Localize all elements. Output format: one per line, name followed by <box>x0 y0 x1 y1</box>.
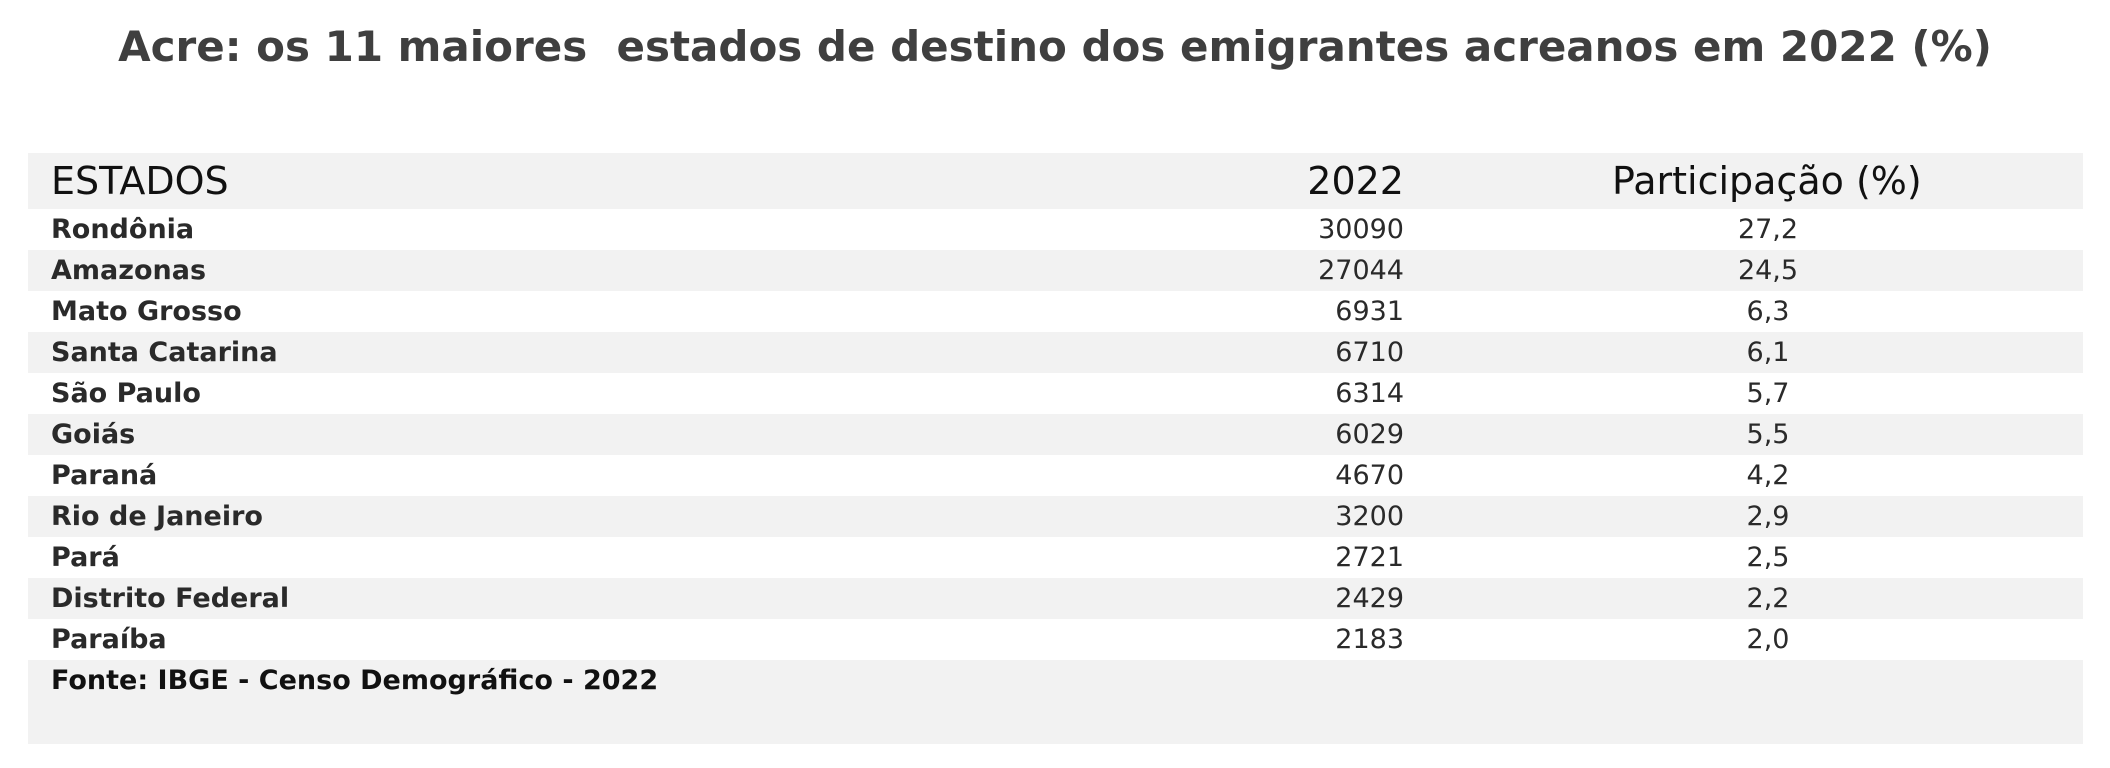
table-row: Goiás 6029 5,5 <box>28 414 2083 455</box>
cell-participacao: 2,9 <box>1746 501 1790 532</box>
cell-participacao: 2,2 <box>1746 583 1790 614</box>
cell-estado: Mato Grosso <box>51 296 242 327</box>
table-row: Rondônia 30090 27,2 <box>28 209 2083 250</box>
table-row: Rio de Janeiro 3200 2,9 <box>28 496 2083 537</box>
table-body: Rondônia 30090 27,2 Amazonas 27044 24,5 Mato G… <box>28 209 2083 660</box>
cell-participacao: 24,5 <box>1737 255 1799 286</box>
source-note: Fonte: IBGE - Censo Demográfico - 2022 <box>51 665 659 696</box>
cell-estado: Amazonas <box>51 255 207 286</box>
table-row: Distrito Federal 2429 2,2 <box>28 578 2083 619</box>
table-row: Amazonas 27044 24,5 <box>28 250 2083 291</box>
header-estados: ESTADOS <box>51 159 229 203</box>
cell-participacao: 6,3 <box>1746 296 1790 327</box>
header-participacao: Participação (%) <box>1612 159 1922 203</box>
header-2022: 2022 <box>1307 159 1404 203</box>
cell-estado: Rondônia <box>51 214 195 245</box>
table-row: Santa Catarina 6710 6,1 <box>28 332 2083 373</box>
cell-estado: São Paulo <box>51 378 201 409</box>
cell-participacao: 5,5 <box>1746 419 1790 450</box>
cell-valor-2022: 6029 <box>1335 419 1404 450</box>
table-header-row: ESTADOS 2022 Participação (%) <box>28 153 2083 209</box>
table-row: São Paulo 6314 5,7 <box>28 373 2083 414</box>
cell-valor-2022: 6931 <box>1335 296 1404 327</box>
table-row: Pará 2721 2,5 <box>28 537 2083 578</box>
cell-participacao: 2,5 <box>1746 542 1790 573</box>
cell-estado: Paraíba <box>51 624 167 655</box>
cell-valor-2022: 3200 <box>1335 501 1404 532</box>
cell-participacao: 5,7 <box>1746 378 1790 409</box>
table-row: Paraná 4670 4,2 <box>28 455 2083 496</box>
table-title: Acre: os 11 maiores estados de destino d… <box>118 22 1992 71</box>
cell-participacao: 4,2 <box>1746 460 1790 491</box>
cell-estado: Paraná <box>51 460 158 491</box>
cell-valor-2022: 6710 <box>1335 337 1404 368</box>
cell-valor-2022: 30090 <box>1318 214 1404 245</box>
cell-participacao: 27,2 <box>1737 214 1799 245</box>
cell-estado: Rio de Janeiro <box>51 501 263 532</box>
cell-estado: Pará <box>51 542 120 573</box>
cell-valor-2022: 27044 <box>1318 255 1404 286</box>
cell-valor-2022: 4670 <box>1335 460 1404 491</box>
cell-participacao: 2,0 <box>1746 624 1790 655</box>
cell-participacao: 6,1 <box>1746 337 1790 368</box>
cell-valor-2022: 6314 <box>1335 378 1404 409</box>
cell-valor-2022: 2721 <box>1335 542 1404 573</box>
table-footer-row: Fonte: IBGE - Censo Demográfico - 2022 <box>28 660 2083 744</box>
cell-valor-2022: 2429 <box>1335 583 1404 614</box>
table-row: Mato Grosso 6931 6,3 <box>28 291 2083 332</box>
cell-estado: Distrito Federal <box>51 583 290 614</box>
data-table: ESTADOS 2022 Participação (%) Rondônia 30… <box>28 153 2083 744</box>
cell-estado: Santa Catarina <box>51 337 278 368</box>
cell-estado: Goiás <box>51 419 136 450</box>
cell-valor-2022: 2183 <box>1335 624 1404 655</box>
table-row: Paraíba 2183 2,0 <box>28 619 2083 660</box>
